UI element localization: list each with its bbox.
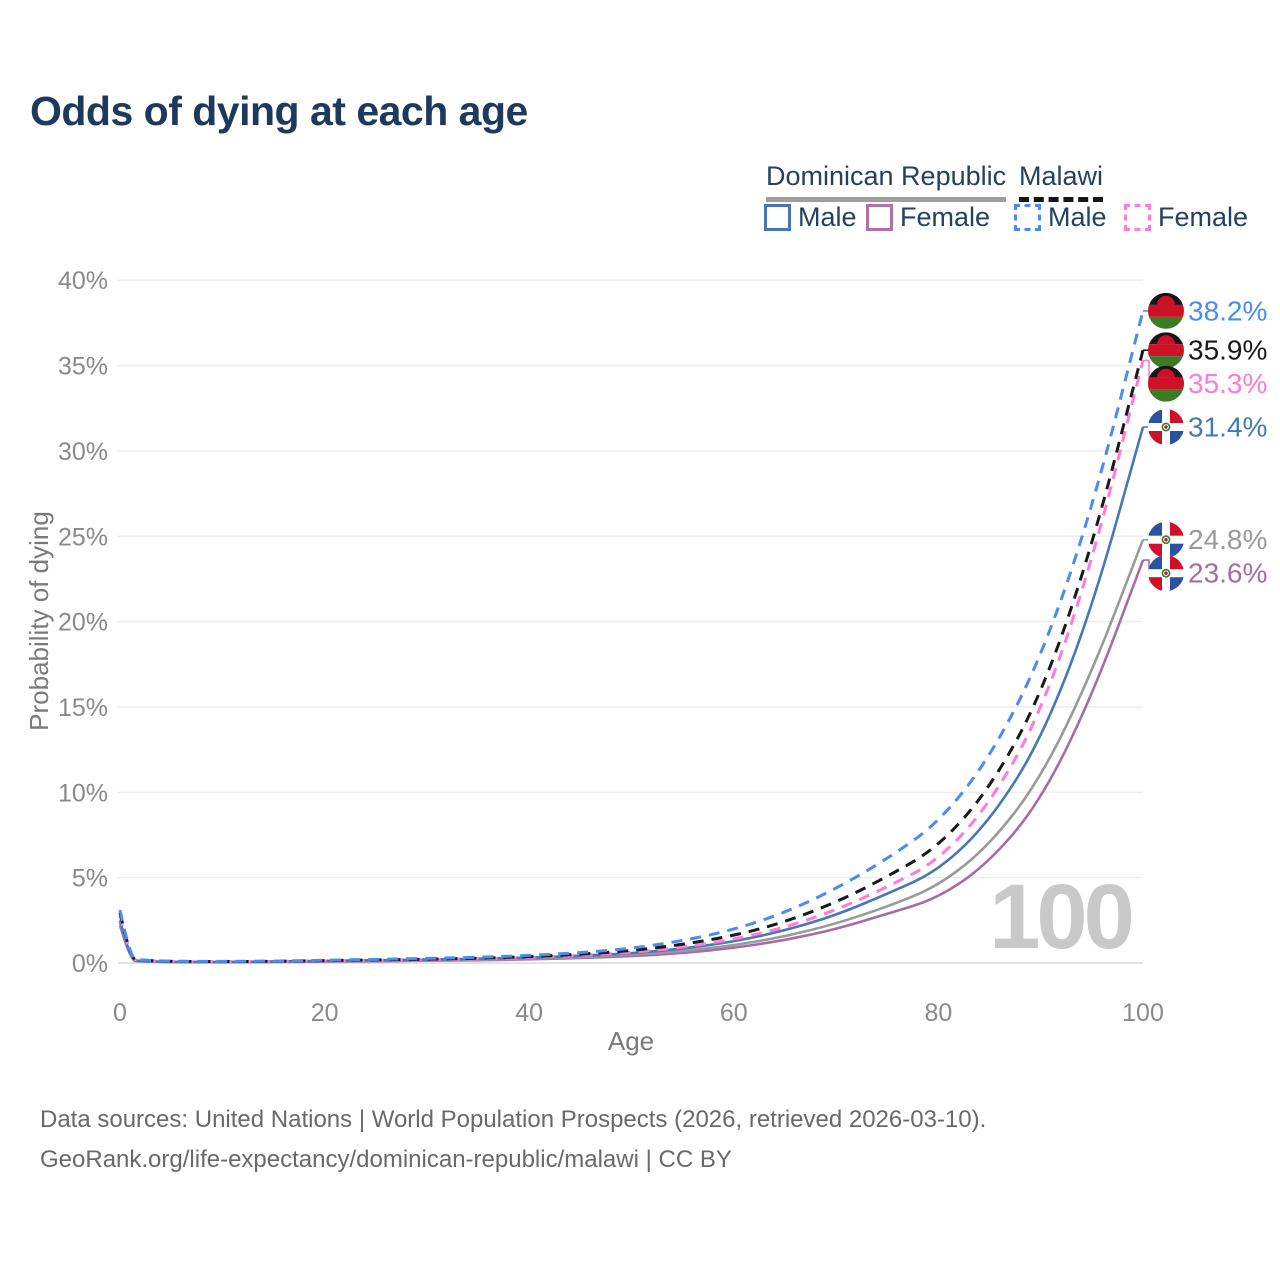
x-tick-label: 80 [924,999,952,1027]
x-tick-label: 40 [515,999,543,1027]
x-tick-label: 60 [720,999,748,1027]
legend-group-dominican-republic: Dominican Republic [766,161,1007,202]
legend-swatch-solid-purple [866,203,893,231]
y-tick-label: 25% [58,523,108,551]
flag-icon-group [1148,555,1184,592]
legend-group-malawi: Malawi [1019,161,1104,202]
y-tick-label: 10% [58,779,108,807]
end-value-label: 24.8% [1188,524,1267,555]
watermark-text: 100 [989,866,1131,968]
legend-item-dr-male: Male [764,202,857,232]
end-value-label: 23.6% [1188,558,1267,589]
legend-swatch-dashed-pink [1124,203,1151,231]
legend-item-label: Female [900,201,991,232]
malawi-flag-icon [1148,365,1184,402]
attribution-text: GeoRank.org/life-expectancy/dominican-re… [40,1146,732,1173]
end-value-label: 35.9% [1188,335,1267,366]
page-title: Odds of dying at each age [30,88,528,134]
y-tick-label: 15% [58,694,108,722]
data-sources-text: Data sources: United Nations | World Pop… [40,1106,987,1133]
x-tick-label: 20 [311,999,339,1027]
end-value-label: 35.3% [1188,368,1267,399]
dominican-republic-flag-icon [1148,409,1184,445]
flag-icon-group [1148,409,1184,445]
legend-item-label: Male [798,201,857,232]
flag-icon-group [1148,292,1184,329]
y-tick-label: 30% [58,438,108,466]
legend-item-malawi-male: Male [1014,202,1107,232]
dominican-republic-flag-icon [1148,521,1184,558]
series-path-malawi-both-sexes [118,349,1145,964]
legend-item-dr-female: Female [866,202,990,232]
series-path-malawi-male [118,310,1145,963]
end-value-label: 31.4% [1188,412,1267,443]
y-tick-label: 40% [58,267,108,295]
legend-group-label: Dominican Republic [766,161,1007,191]
flag-icon-group [1148,521,1184,558]
end-value-label: 38.2% [1188,295,1267,326]
malawi-flag-icon [1148,332,1184,369]
legend-swatch-dashed-blue [1014,203,1041,231]
flag-icon-group [1148,332,1184,369]
y-tick-label: 20% [58,609,108,637]
x-tick-label: 100 [1122,999,1164,1027]
y-tick-label: 5% [72,865,108,893]
x-tick-label: 0 [113,999,127,1027]
y-tick-label: 35% [58,353,108,381]
y-axis-title: Probability of dying [24,511,54,731]
legend-item-malawi-female: Female [1124,202,1248,232]
legend-item-label: Male [1048,201,1107,232]
malawi-flag-icon [1148,292,1184,329]
legend-group-label: Malawi [1019,161,1104,191]
y-tick-label: 0% [72,950,108,978]
legend-item-label: Female [1158,201,1249,232]
legend-swatch-solid-blue [764,203,791,231]
x-axis-title: Age [608,1026,654,1056]
dominican-republic-flag-icon [1148,555,1184,592]
flag-icon-group [1148,365,1184,402]
